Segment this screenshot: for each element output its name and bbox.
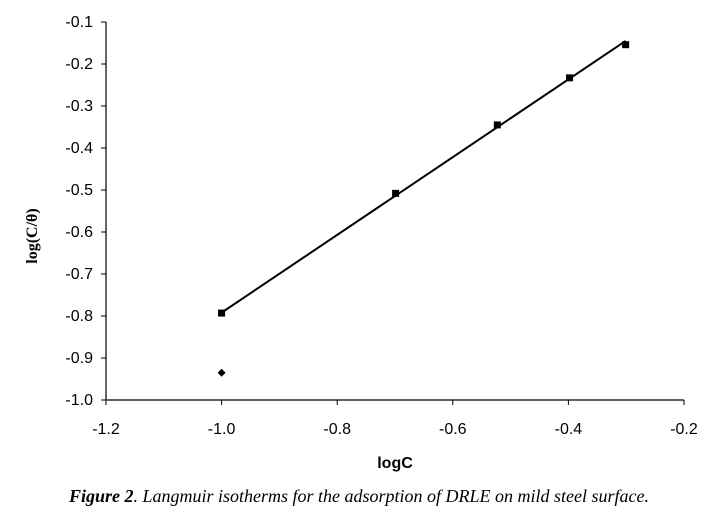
y-axis-title: log(C/θ) [24, 208, 41, 263]
y-tick-label: -0.6 [65, 224, 93, 241]
y-tick-label: -0.5 [65, 182, 93, 199]
data-point-diamond [217, 368, 226, 377]
data-point-square [218, 309, 226, 317]
data-point-square [493, 121, 501, 129]
tick-marks [101, 21, 685, 405]
data-points [217, 41, 630, 377]
caption-label: Figure 2 [68, 486, 134, 506]
y-tick-label: -0.7 [65, 266, 93, 283]
x-tick-label: -0.2 [670, 421, 698, 438]
y-tick-label: -0.3 [65, 98, 93, 115]
x-tick-label: -0.6 [439, 421, 467, 438]
y-tick-labels: -0.1 -0.2 -0.3 -0.4 -0.5 -0.6 -0.7 -0.8 -0.9 -1.0 [65, 14, 93, 409]
data-point-square [566, 74, 574, 82]
y-tick-label: -0.1 [65, 14, 93, 31]
axes [105, 22, 684, 401]
x-tick-label: -1.2 [92, 421, 120, 438]
trendline [221, 40, 627, 314]
x-tick-label: -0.4 [555, 421, 583, 438]
x-tick-labels: -1.2 -1.0 -0.8 -0.6 -0.4 -0.2 [92, 421, 698, 438]
x-axis-title: logC [377, 455, 413, 472]
trendline-group [221, 40, 627, 314]
y-tick-label: -0.8 [65, 308, 93, 325]
data-point-square [392, 189, 400, 197]
y-tick-label: -0.4 [65, 140, 93, 157]
y-tick-label: -0.9 [65, 350, 93, 367]
data-point-square [622, 41, 630, 49]
figure-caption: Figure 2. Langmuir isotherms for the ads… [0, 486, 718, 507]
y-tick-label: -1.0 [65, 392, 93, 409]
y-tick-label: -0.2 [65, 56, 93, 73]
x-tick-label: -0.8 [323, 421, 351, 438]
caption-text: . Langmuir isotherms for the adsorption … [133, 486, 650, 506]
chart: -1.2 -1.0 -0.8 -0.6 -0.4 -0.2 -0.1-0.2-0.3-0.… [24, 14, 698, 472]
x-tick-label: -1.0 [208, 421, 236, 438]
